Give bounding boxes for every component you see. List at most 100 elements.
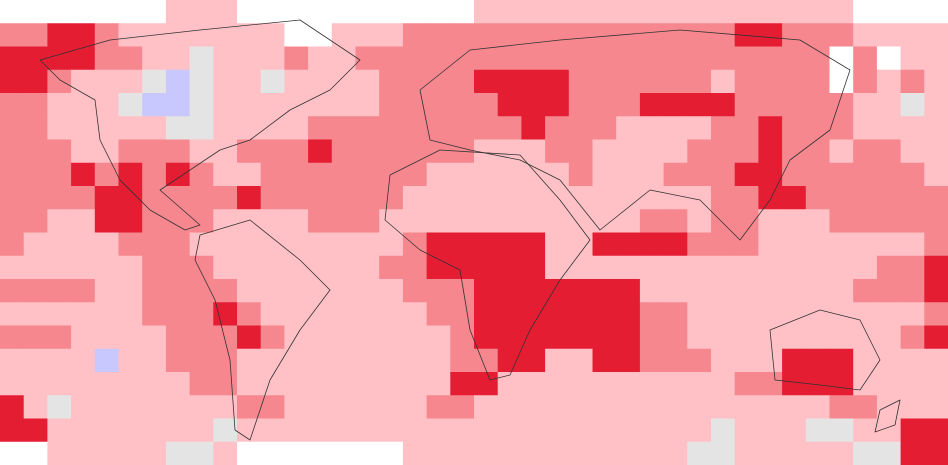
grid-cell: [545, 441, 570, 465]
grid-cell: [639, 139, 665, 164]
grid-cell: [876, 69, 902, 94]
grid-cell: [687, 395, 712, 419]
grid-cell: [734, 395, 759, 419]
grid-cell: [402, 325, 428, 350]
grid-cell: [0, 395, 25, 419]
grid-cell: [284, 372, 309, 396]
grid-cell: [426, 232, 451, 257]
grid-cell: [734, 418, 759, 443]
grid-cell: [568, 69, 593, 94]
grid-cell: [782, 395, 807, 419]
grid-cell: [355, 232, 380, 257]
grid-cell: [355, 279, 380, 303]
grid-cell: [213, 279, 238, 303]
grid-cell: [118, 46, 143, 71]
grid-cell: [165, 418, 191, 443]
grid-cell: [213, 325, 238, 350]
grid-cell: [616, 441, 641, 465]
grid-cell: [355, 23, 380, 47]
grid-cell: [853, 0, 878, 24]
grid-cell: [758, 279, 783, 303]
grid-cell: [734, 232, 759, 257]
grid-cell: [782, 139, 807, 164]
grid-cell: [592, 255, 617, 280]
grid-cell: [355, 0, 380, 24]
grid-cell: [734, 0, 759, 24]
grid-cell: [545, 93, 570, 117]
grid-cell: [23, 93, 48, 117]
grid-cell: [663, 0, 688, 24]
grid-cell: [189, 139, 214, 164]
grid-cell: [687, 302, 712, 326]
grid-cell: [213, 418, 238, 443]
grid-cell: [426, 139, 451, 164]
grid-cell: [426, 162, 451, 187]
grid-cell: [497, 162, 522, 187]
grid-cell: [687, 441, 712, 465]
grid-cell: [165, 279, 191, 303]
grid-cell: [23, 0, 48, 24]
grid-cell: [47, 69, 72, 94]
grid-cell: [734, 302, 759, 326]
grid-cell: [568, 116, 593, 140]
grid-cell: [355, 441, 380, 465]
grid-cell: [521, 23, 546, 47]
grid-cell: [189, 255, 214, 280]
grid-cell: [355, 209, 380, 233]
grid-cell: [118, 441, 143, 465]
grid-cell: [521, 348, 546, 373]
grid-cell: [592, 93, 617, 117]
grid-cell: [0, 46, 25, 71]
grid-cell: [876, 395, 902, 419]
grid-cell: [805, 0, 830, 24]
grid-cell: [118, 139, 143, 164]
grid-cell: [782, 93, 807, 117]
grid-cell: [687, 255, 712, 280]
grid-cell: [592, 209, 617, 233]
grid-cell: [497, 418, 522, 443]
grid-cell: [924, 372, 948, 396]
grid-cell: [47, 232, 72, 257]
grid-cell: [47, 395, 72, 419]
grid-cell: [853, 139, 878, 164]
grid-cell: [284, 116, 309, 140]
grid-cell: [924, 232, 948, 257]
grid-cell: [758, 418, 783, 443]
grid-cell: [189, 209, 214, 233]
grid-cell: [379, 395, 404, 419]
grid-cell: [782, 325, 807, 350]
grid-cell: [663, 209, 688, 233]
grid-cell: [213, 186, 238, 210]
grid-cell: [213, 255, 238, 280]
grid-cell: [639, 348, 665, 373]
grid-cell: [474, 418, 499, 443]
grid-cell: [71, 418, 96, 443]
grid-cell: [758, 93, 783, 117]
grid-cell: [568, 23, 593, 47]
grid-cell: [876, 0, 902, 24]
grid-cell: [94, 348, 119, 373]
grid-cell: [402, 69, 428, 94]
grid-cell: [47, 93, 72, 117]
grid-cell: [734, 441, 759, 465]
grid-cell: [616, 395, 641, 419]
grid-cell: [853, 418, 878, 443]
grid-cell: [782, 255, 807, 280]
grid-cell: [402, 418, 428, 443]
grid-cell: [142, 418, 167, 443]
grid-cell: [355, 139, 380, 164]
grid-cell: [592, 186, 617, 210]
grid-cell: [260, 23, 285, 47]
grid-cell: [331, 116, 356, 140]
grid-cell: [284, 302, 309, 326]
grid-cell: [23, 46, 48, 71]
grid-cell: [237, 23, 262, 47]
grid-cell: [260, 255, 285, 280]
grid-cell: [758, 23, 783, 47]
grid-cell: [711, 418, 736, 443]
grid-cell: [165, 255, 191, 280]
grid-cell: [734, 325, 759, 350]
grid-cell: [616, 255, 641, 280]
grid-cell: [900, 418, 925, 443]
grid-cell: [379, 186, 404, 210]
